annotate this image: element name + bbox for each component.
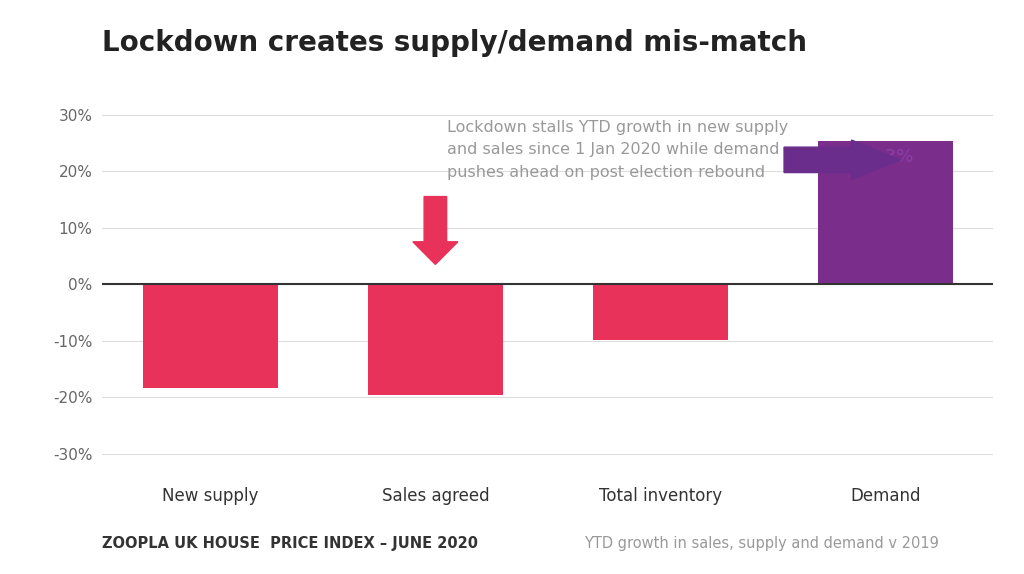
Text: -9.8%: -9.8%: [634, 317, 686, 336]
Text: ZOOPLA UK HOUSE  PRICE INDEX – JUNE 2020: ZOOPLA UK HOUSE PRICE INDEX – JUNE 2020: [102, 536, 478, 551]
FancyArrow shape: [784, 140, 901, 180]
Bar: [143, 284, 278, 388]
FancyArrow shape: [413, 196, 458, 265]
Bar: [368, 284, 503, 395]
Text: Lockdown stalls YTD growth in new supply
and sales since 1 Jan 2020 while demand: Lockdown stalls YTD growth in new supply…: [446, 121, 787, 180]
Text: 25.3%: 25.3%: [857, 148, 914, 166]
Text: -18.4%: -18.4%: [178, 363, 243, 381]
Text: Lockdown creates supply/demand mis-match: Lockdown creates supply/demand mis-match: [102, 29, 807, 57]
Text: YTD growth in sales, supply and demand v 2019: YTD growth in sales, supply and demand v…: [584, 536, 939, 551]
Bar: [593, 284, 728, 340]
Text: -19.6%: -19.6%: [403, 371, 467, 389]
Bar: [818, 141, 952, 284]
